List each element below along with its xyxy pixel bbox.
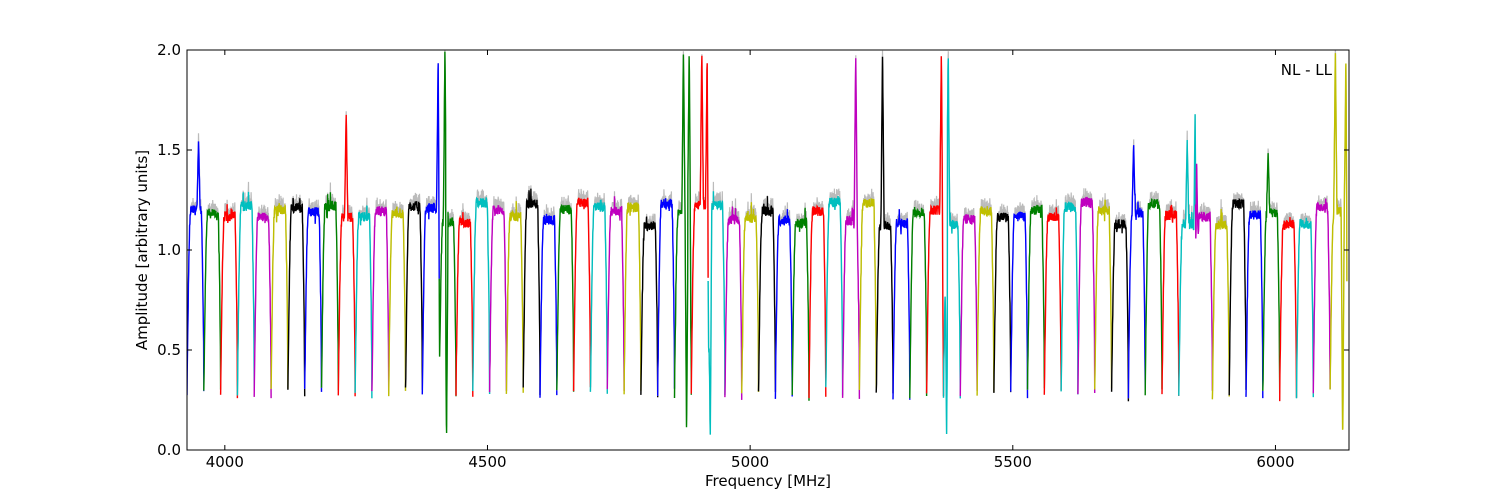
subband-line <box>909 206 928 399</box>
subband-line <box>925 56 945 397</box>
subband-line <box>421 63 440 395</box>
subband-line <box>673 54 692 428</box>
subband-line <box>287 198 306 397</box>
subband-line <box>1312 198 1331 394</box>
subband-line <box>841 58 861 399</box>
subband-line <box>572 197 592 392</box>
subband-line <box>1010 211 1029 399</box>
subband-line <box>707 191 726 435</box>
background-subband-line <box>1195 163 1213 391</box>
subband-line <box>337 114 356 397</box>
subband-line <box>539 213 558 398</box>
subband-line <box>959 214 978 397</box>
subband-line <box>1161 204 1180 397</box>
subband-line <box>253 212 272 399</box>
subband-line <box>808 204 827 399</box>
subband-line <box>556 204 575 392</box>
x-tick-label: 5500 <box>994 453 1032 471</box>
subband-line <box>388 206 407 397</box>
subband-line <box>404 201 423 390</box>
subband-line <box>858 198 877 390</box>
subband-line <box>522 188 541 396</box>
subband-line <box>875 56 894 394</box>
subband-line <box>505 201 524 394</box>
x-tick-label: 6000 <box>1256 453 1294 471</box>
plot-frame <box>186 49 1350 451</box>
subband-line <box>438 51 457 434</box>
subband-line <box>892 209 911 400</box>
x-axis-label: Frequency [MHz] <box>705 472 831 490</box>
subband-line <box>1262 153 1281 394</box>
subband-line <box>203 208 222 391</box>
subband-line <box>724 206 743 400</box>
subband-line <box>1279 217 1298 402</box>
series-layer <box>187 50 1348 435</box>
background-subband-line <box>187 133 205 396</box>
chart-annotation: NL - LL <box>1281 61 1333 79</box>
subband-line <box>1245 210 1264 399</box>
subband-line <box>791 207 810 401</box>
background-subband-line <box>1127 139 1146 399</box>
y-tick-label: 0.5 <box>157 341 181 359</box>
subband-line <box>187 141 205 396</box>
x-tick-label: 5000 <box>731 453 769 471</box>
subband-line <box>1077 196 1096 395</box>
subband-line <box>640 216 659 398</box>
subband-line <box>1228 198 1247 396</box>
subband-line <box>690 55 709 394</box>
y-tick-label: 1.0 <box>157 241 181 259</box>
subband-line <box>219 204 239 399</box>
subband-line <box>1094 199 1113 390</box>
subband-line <box>354 205 373 399</box>
y-tick-label: 0.0 <box>157 441 181 459</box>
subband-line <box>1060 201 1079 395</box>
subband-line <box>1194 163 1214 391</box>
x-tick-label: 4000 <box>206 453 244 471</box>
subband-line <box>236 191 255 396</box>
subband-line <box>488 205 508 393</box>
ticks-layer: 4000 4500 5000 5500 6000 0.0 0.5 1.0 1.5 2.0 <box>157 41 1349 471</box>
subband-line <box>1043 207 1062 395</box>
y-axis-label: Amplitude [arbitrary units] <box>133 150 151 350</box>
subband-line <box>741 202 760 394</box>
subband-line <box>472 196 491 395</box>
subband-line <box>371 205 390 394</box>
subband-line <box>320 192 339 391</box>
subband-line <box>1110 219 1130 402</box>
subband-line <box>1211 208 1230 400</box>
subband-line <box>1026 204 1045 390</box>
subband-line <box>993 212 1012 393</box>
subband-line <box>657 198 676 396</box>
subband-line <box>1329 53 1348 430</box>
subband-line <box>623 202 642 395</box>
y-tick-label: 1.5 <box>157 141 181 159</box>
x-tick-label: 4500 <box>468 453 506 471</box>
subband-line <box>1295 217 1314 399</box>
subband-line <box>774 209 793 399</box>
subband-line <box>304 207 323 392</box>
subband-line <box>589 199 608 394</box>
subband-line <box>942 58 961 435</box>
subband-line <box>270 203 289 389</box>
y-tick-label: 2.0 <box>157 41 181 59</box>
subband-line <box>825 195 844 396</box>
subband-line <box>1178 114 1197 396</box>
subband-line <box>976 205 995 396</box>
subband-line <box>1144 198 1163 396</box>
subband-line <box>455 212 474 397</box>
subband-line <box>606 196 625 392</box>
subband-line <box>1127 145 1146 399</box>
subband-line <box>757 196 777 392</box>
background-subband-line <box>1262 148 1281 394</box>
